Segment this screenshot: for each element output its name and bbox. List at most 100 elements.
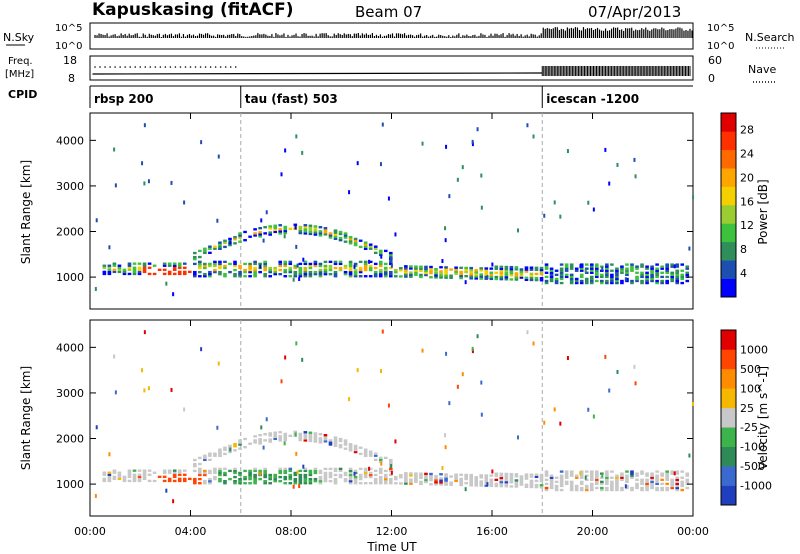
power-cell [298, 227, 303, 231]
velocity-cell [373, 452, 378, 455]
power-cell [348, 260, 353, 264]
velocity-cell [263, 479, 267, 483]
power-cell [494, 275, 499, 279]
colorbar-swatch [721, 349, 736, 370]
power-cell [243, 270, 247, 274]
velocity-cell [524, 485, 529, 489]
velocity-cell [303, 435, 308, 438]
velocity-cell [439, 477, 443, 480]
x-tick-label: 00:00 [677, 525, 709, 538]
power-cell [569, 281, 574, 285]
power-cell [348, 264, 353, 268]
power-cell [444, 226, 447, 231]
velocity-cell [675, 484, 680, 488]
velocity-cell [243, 477, 247, 481]
velocity-cell [625, 478, 629, 481]
power-cell [429, 271, 433, 275]
power-cell [283, 231, 288, 235]
velocity-cell [605, 470, 609, 473]
velocity-cell [564, 482, 569, 486]
velocity-cell [353, 450, 358, 454]
power-cell [229, 240, 232, 245]
velocity-cell [248, 482, 252, 485]
velocity-cell [509, 479, 514, 482]
velocity-cell [117, 473, 122, 476]
velocity-cell [258, 477, 262, 481]
velocity-cell [509, 477, 514, 480]
velocity-cell [288, 482, 293, 485]
power-cell [353, 272, 358, 276]
power-cell [248, 266, 252, 270]
power-cell [675, 279, 680, 283]
power-cell [172, 272, 177, 276]
velocity-cell [579, 482, 584, 486]
power-cell [419, 265, 423, 268]
power-cell [253, 275, 257, 278]
power-cell [137, 262, 142, 265]
velocity-cell [441, 466, 444, 471]
velocity-cell [504, 474, 509, 478]
power-cell [213, 264, 217, 268]
velocity-cell [278, 479, 283, 483]
velocity-cell [670, 480, 674, 484]
power-cell [363, 268, 368, 272]
velocity-cell [283, 475, 288, 479]
power-data [94, 113, 695, 309]
cpid-segment-label: rbsp 200 [94, 92, 153, 106]
power-cell [464, 274, 468, 278]
velocity-cell [213, 467, 217, 471]
velocity-cell [480, 380, 483, 385]
velocity-cell [388, 482, 393, 485]
velocity-cell [258, 434, 262, 437]
power-cell [288, 260, 293, 264]
power-cell [544, 265, 549, 268]
velocity-cell [213, 454, 217, 457]
velocity-cell [584, 474, 589, 477]
power-cell [132, 268, 137, 272]
power-cell [117, 266, 122, 269]
power-cell [333, 235, 338, 238]
power-cell [429, 265, 433, 269]
velocity-cell [262, 445, 265, 450]
velocity-cell [162, 479, 167, 483]
power-cell [353, 239, 358, 243]
x-tick-label: 12:00 [376, 525, 408, 538]
velocity-cell [635, 474, 639, 477]
velocity-cell [670, 486, 674, 490]
power-cell [595, 267, 599, 270]
power-cell [569, 279, 574, 283]
velocity-cell [419, 480, 423, 484]
power-cell [464, 268, 468, 272]
velocity-cell [333, 442, 338, 445]
velocity-cell [526, 330, 529, 335]
power-cell [680, 275, 685, 279]
velocity-cell [258, 442, 262, 445]
velocity-cell [610, 488, 614, 492]
velocity-cell [539, 477, 544, 481]
velocity-cell [137, 475, 142, 479]
velocity-cell [263, 469, 267, 473]
velocity-cell [414, 478, 418, 481]
power-cell [660, 267, 664, 270]
power-cell [363, 275, 368, 278]
power-cell [258, 235, 262, 238]
velocity-cell [278, 431, 283, 434]
power-cell [600, 269, 604, 272]
power-cell [253, 260, 257, 264]
velocity-cell [655, 480, 659, 484]
power-cell [529, 272, 534, 275]
power-cell [142, 268, 147, 272]
velocity-cell [464, 473, 468, 477]
power-cell [645, 281, 649, 285]
y-tick-label: 2000 [56, 226, 84, 239]
velocity-cell [263, 439, 267, 442]
power-cell [343, 232, 348, 235]
power-cell [298, 262, 303, 266]
power-cell [635, 279, 639, 283]
power-cell [343, 234, 348, 237]
power-cell [409, 273, 413, 276]
power-cell [640, 273, 644, 277]
velocity-cell [589, 488, 594, 492]
power-cell [504, 265, 509, 269]
power-cell [665, 271, 669, 274]
